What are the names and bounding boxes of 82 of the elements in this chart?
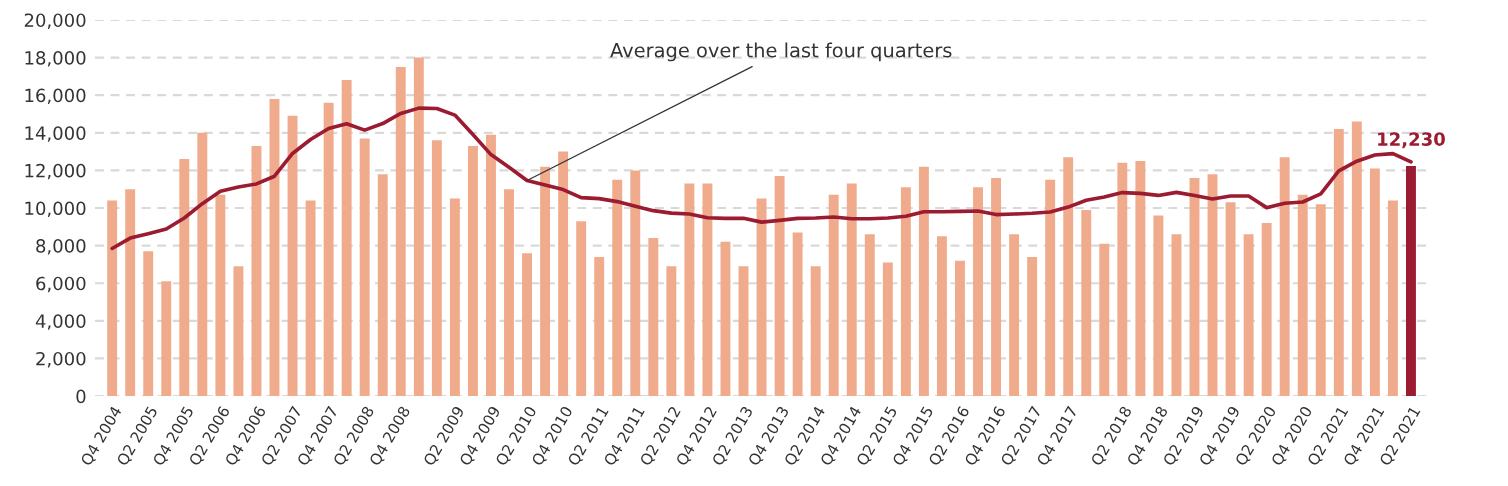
bar bbox=[900, 187, 911, 397]
bar bbox=[846, 183, 857, 397]
bar bbox=[864, 234, 875, 397]
bar bbox=[774, 176, 785, 397]
y-tick-label: 20,000 bbox=[24, 13, 86, 29]
bar bbox=[377, 174, 388, 397]
bar bbox=[792, 232, 803, 397]
bar bbox=[359, 138, 370, 397]
bar bbox=[936, 236, 947, 397]
bar bbox=[1315, 204, 1326, 397]
bar bbox=[558, 151, 569, 397]
bar bbox=[1171, 234, 1182, 397]
bar bbox=[810, 266, 821, 397]
bar bbox=[522, 253, 532, 397]
bar bbox=[1387, 200, 1398, 397]
bar bbox=[215, 194, 226, 397]
bar bbox=[1009, 234, 1020, 397]
bar bbox=[630, 170, 641, 397]
y-tick-label: 2,000 bbox=[36, 351, 86, 368]
y-tick-label: 18,000 bbox=[25, 51, 86, 67]
y-tick-label: 14,000 bbox=[25, 126, 86, 142]
data-label: 12,230 bbox=[1378, 132, 1445, 149]
bar bbox=[467, 145, 478, 397]
bar bbox=[738, 266, 749, 397]
y-tick-label: 12,000 bbox=[25, 163, 86, 180]
bar bbox=[828, 194, 839, 397]
bar bbox=[1243, 234, 1254, 397]
bar bbox=[702, 183, 713, 397]
bar bbox=[161, 281, 172, 397]
bar bbox=[1333, 129, 1344, 397]
bar bbox=[341, 80, 352, 397]
bar bbox=[991, 177, 1002, 397]
y-tick-label: 16,000 bbox=[25, 88, 86, 105]
bar bbox=[1351, 121, 1362, 397]
bar bbox=[1063, 157, 1074, 397]
bar bbox=[431, 140, 442, 397]
bar bbox=[395, 66, 406, 397]
bar bbox=[756, 198, 767, 397]
annotation: Average over the last four quarters bbox=[610, 42, 952, 62]
y-tick-label: 6,000 bbox=[36, 276, 86, 293]
bar bbox=[1045, 179, 1056, 397]
y-tick-label: 0 bbox=[76, 389, 86, 404]
bar bbox=[233, 266, 244, 397]
bar bbox=[1405, 166, 1416, 397]
bar bbox=[720, 241, 731, 397]
bar bbox=[1135, 160, 1146, 397]
bar bbox=[107, 200, 118, 397]
bar bbox=[918, 166, 929, 397]
bar bbox=[612, 179, 623, 397]
bar bbox=[1153, 215, 1164, 397]
bar bbox=[504, 189, 514, 397]
bar bbox=[1369, 168, 1380, 397]
bar bbox=[594, 256, 605, 397]
bar bbox=[179, 159, 190, 397]
bar bbox=[413, 57, 424, 397]
bar bbox=[1279, 157, 1290, 397]
bar bbox=[684, 183, 695, 397]
bar bbox=[449, 198, 460, 397]
bar bbox=[1099, 243, 1110, 397]
bar bbox=[955, 260, 965, 397]
bar bbox=[1297, 194, 1308, 397]
y-tick-label: 8,000 bbox=[36, 239, 86, 255]
bar bbox=[973, 187, 983, 397]
bar bbox=[666, 266, 677, 397]
bar bbox=[882, 262, 893, 397]
bar bbox=[540, 166, 551, 397]
bar bbox=[1261, 223, 1272, 397]
y-tick-label: 4,000 bbox=[35, 314, 86, 330]
bar bbox=[143, 251, 154, 397]
bar bbox=[648, 238, 659, 397]
y-tick-label: 10,000 bbox=[25, 201, 86, 217]
bar bbox=[1027, 256, 1038, 397]
bar bbox=[125, 189, 136, 397]
bar bbox=[1117, 162, 1128, 397]
bar bbox=[197, 132, 208, 397]
bar bbox=[1225, 202, 1236, 397]
bar bbox=[305, 200, 316, 397]
bar bbox=[1081, 209, 1092, 397]
bar bbox=[576, 221, 587, 397]
bar bbox=[251, 145, 262, 397]
bar bbox=[486, 134, 496, 397]
bar bbox=[323, 102, 334, 397]
